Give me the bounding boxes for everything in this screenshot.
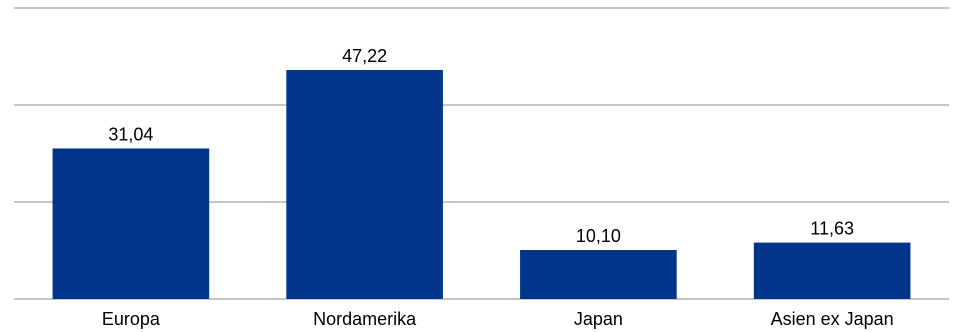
value-labels: 31,04 47,22 10,10 11,63 [108, 46, 854, 246]
bars [52, 69, 911, 299]
category-label-3: Asien ex Japan [771, 309, 894, 329]
category-label-2: Japan [574, 309, 623, 329]
value-label-2: 10,10 [576, 226, 621, 246]
value-label-0: 31,04 [108, 124, 153, 144]
category-labels: Europa Nordamerika Japan Asien ex Japan [102, 309, 894, 329]
bar-0 [52, 148, 210, 299]
category-label-1: Nordamerika [313, 309, 417, 329]
bar-1 [286, 69, 443, 299]
value-label-1: 47,22 [342, 46, 387, 66]
value-label-3: 11,63 [810, 219, 854, 239]
category-label-0: Europa [102, 309, 161, 329]
bar-3 [753, 242, 911, 299]
bar-2 [520, 250, 677, 299]
